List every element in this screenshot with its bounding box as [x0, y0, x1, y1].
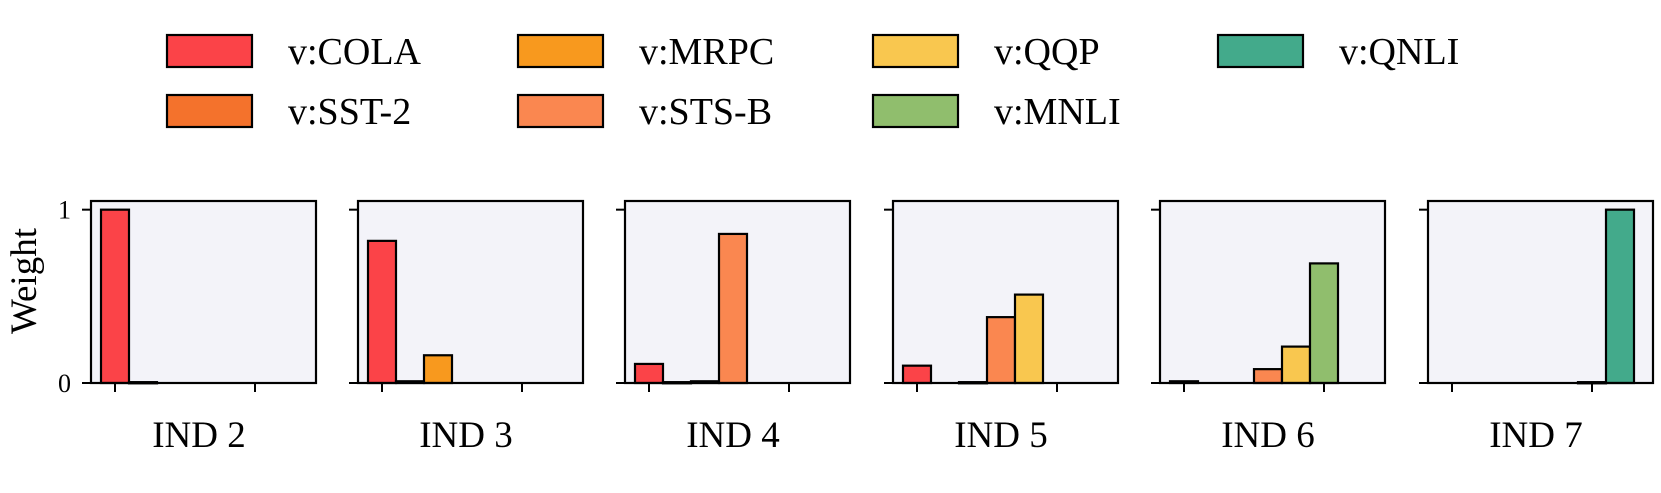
panel-ind-4: IND 4 [616, 199, 852, 456]
panel-frame [1426, 199, 1655, 385]
bar-vqqp [1013, 293, 1045, 385]
bar-vcola [99, 208, 131, 385]
legend-label: v:MNLI [994, 91, 1121, 133]
legend-swatch [165, 33, 254, 69]
panel-ind-6: IND 6 [1151, 199, 1387, 456]
legend-label: v:QNLI [1339, 31, 1459, 73]
legend-swatch [871, 93, 960, 129]
bar-vstsb [985, 316, 1017, 385]
panel-label: IND 4 [686, 415, 780, 456]
legend-swatch [1216, 33, 1305, 69]
bar-vmrpc [422, 354, 454, 385]
y-axis-label: Weight [4, 227, 45, 334]
legend-item-vqnli: v:QNLI [1216, 31, 1459, 73]
legend-item-vmrpc: v:MRPC [516, 31, 774, 73]
panel-ind-2: 0 1 IND 2 [58, 196, 318, 456]
panel-ind-7: IND 7 [1419, 199, 1655, 456]
panel-label: IND 2 [152, 415, 246, 456]
bar-vqnli [1604, 208, 1636, 385]
legend-label: v:SST-2 [288, 91, 411, 133]
legend-item-vcola: v:COLA [165, 31, 422, 73]
panel-label: IND 5 [954, 415, 1048, 456]
bar-vcola [901, 364, 933, 385]
bar-vstsb [717, 232, 749, 385]
bar-vmnli [1308, 262, 1340, 385]
legend-label: v:MRPC [639, 31, 774, 73]
bar-vstsb [1252, 368, 1284, 385]
legend-label: v:COLA [288, 31, 422, 73]
legend: v:COLA v:SST-2 v:MRPC v:STS-B v:QQP v:MNLI v:Q… [165, 31, 1459, 133]
panels: 0 1 IND 2 IND 3 IND 4 IND 5 IND 6 IND 7 [58, 196, 1655, 456]
legend-swatch [516, 93, 605, 129]
panel-label: IND 7 [1489, 415, 1583, 456]
bar-vcola [633, 362, 665, 385]
panel-frame [89, 199, 318, 385]
panel-frame [356, 199, 585, 385]
y-tick-label: 0 [58, 369, 71, 398]
panel-background [1160, 201, 1385, 383]
panel-frame [891, 199, 1120, 385]
panel-label: IND 6 [1221, 415, 1315, 456]
panel-frame [623, 199, 852, 385]
bar-vqqp [1280, 345, 1312, 385]
legend-swatch [871, 33, 960, 69]
panel-label: IND 3 [419, 415, 513, 456]
legend-item-vsst2: v:SST-2 [165, 91, 411, 133]
legend-item-vqqp: v:QQP [871, 31, 1100, 73]
panel-ind-3: IND 3 [349, 199, 585, 456]
legend-item-vmnli: v:MNLI [871, 91, 1121, 133]
y-tick-label: 1 [58, 196, 71, 225]
legend-label: v:STS-B [639, 91, 772, 133]
legend-swatch [516, 33, 605, 69]
legend-item-vstsb: v:STS-B [516, 91, 772, 133]
panel-frame [1158, 199, 1387, 385]
bar-vcola [366, 239, 398, 385]
panel-ind-5: IND 5 [884, 199, 1120, 456]
legend-label: v:QQP [994, 31, 1100, 73]
legend-swatch [165, 93, 254, 129]
